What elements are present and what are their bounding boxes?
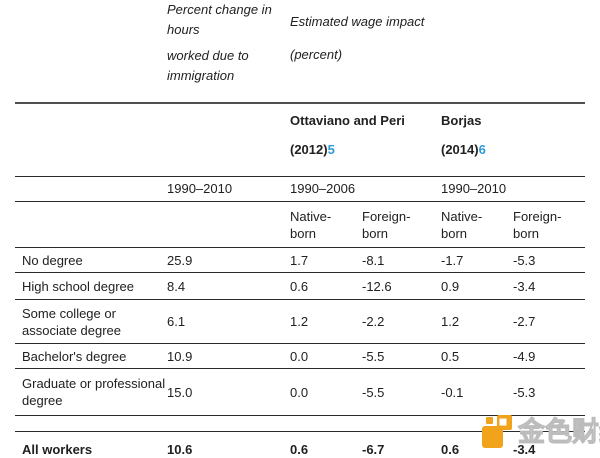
- op-native-value: 1.7: [290, 252, 309, 268]
- table-row-all-workers: All workers 10.6 0.6 -6.7 0.6 -3.4: [15, 431, 586, 458]
- op-foreign-value: -6.7: [362, 442, 385, 457]
- header-row-studies: Ottaviano and Peri (2012)5 Borjas (2014)…: [15, 103, 586, 177]
- op-native-header: Native- born: [290, 208, 332, 241]
- borjas-foreign-value: -3.4: [513, 442, 536, 457]
- borjas-foreign-value: -3.4: [513, 278, 536, 294]
- op-foreign-value: -5.5: [362, 384, 385, 400]
- jinse-logo-icon: [482, 415, 512, 448]
- study-year: (2012)5: [290, 142, 335, 157]
- row-label: Bachelor's degree: [22, 348, 127, 364]
- op-foreign-value: -8.1: [362, 252, 385, 268]
- borjas-native-value: 0.5: [441, 348, 460, 364]
- borjas-period: 1990–2010: [441, 181, 507, 196]
- hours-period: 1990–2010: [167, 181, 233, 196]
- op-period: 1990–2006: [290, 181, 356, 196]
- empty-cell: [15, 0, 160, 103]
- borjas-native-value: 1.2: [441, 314, 460, 329]
- hours-title-line2: worked due to immigration: [167, 48, 249, 83]
- op-native-value: 0.0: [290, 348, 309, 364]
- row-label: All workers: [22, 442, 93, 457]
- op-native-value: 0.6: [290, 278, 309, 294]
- table-row-no-degree: No degree 25.9 1.7 -8.1 -1.7 -5.3: [15, 247, 586, 273]
- op-foreign-value: -2.2: [362, 314, 385, 329]
- hours-column-title: Percent change in hours worked due to im…: [160, 0, 283, 103]
- wage-title-line1: Estimated wage impact: [290, 14, 425, 29]
- borjas-foreign-value: -2.7: [513, 314, 536, 329]
- borjas-native-header: Native- born: [441, 208, 483, 241]
- wage-title-line2: (percent): [290, 47, 343, 62]
- hours-value: 25.9: [167, 252, 193, 268]
- header-row-periods: 1990–2010 1990–2006 1990–2010: [15, 176, 586, 202]
- study-borjas: Borjas (2014)6: [434, 103, 585, 177]
- study-name: Borjas: [441, 113, 482, 128]
- borjas-foreign-header: Foreign- born: [513, 208, 562, 241]
- hours-value: 10.6: [167, 442, 193, 457]
- row-label: No degree: [22, 252, 83, 268]
- jinse-watermark: 金色财经: [481, 414, 600, 450]
- footnote-ref-6[interactable]: 6: [478, 142, 486, 157]
- hours-value: 8.4: [167, 278, 186, 294]
- empty-cell: [15, 202, 160, 248]
- wage-impact-column-title: Estimated wage impact (percent): [283, 0, 585, 103]
- hours-title-line1: Percent change in hours: [167, 2, 272, 37]
- table-row-graduate: Graduate or professional degree 15.0 0.0…: [15, 368, 586, 416]
- hours-value: 6.1: [167, 314, 186, 329]
- wage-impact-table: Percent change in hours worked due to im…: [15, 0, 586, 458]
- op-native-value: 0.0: [290, 384, 309, 400]
- borjas-native-value: 0.6: [441, 442, 460, 457]
- study-year: (2014)6: [441, 142, 486, 157]
- empty-cell: [15, 103, 160, 177]
- borjas-foreign-value: -5.3: [513, 384, 536, 400]
- op-native-value: 0.6: [290, 442, 309, 457]
- borjas-native-value: -0.1: [441, 384, 464, 400]
- hours-value: 10.9: [167, 348, 193, 364]
- borjas-native-value: -1.7: [441, 252, 464, 268]
- header-row-subcolumns: Native- born Foreign- born Native- born …: [15, 201, 586, 248]
- spacer-row: [15, 415, 586, 432]
- study-name: Ottaviano and Peri: [290, 113, 405, 128]
- empty-cell: [15, 177, 160, 202]
- empty-cell: [160, 202, 283, 248]
- row-label: Some college or associate degree: [22, 305, 122, 338]
- row-label: Graduate or professional degree: [22, 376, 166, 408]
- op-native-value: 1.2: [290, 314, 309, 329]
- op-foreign-value: -5.5: [362, 348, 385, 364]
- footnote-ref-5[interactable]: 5: [327, 142, 335, 157]
- op-foreign-header: Foreign- born: [362, 208, 411, 241]
- study-ottaviano-peri: Ottaviano and Peri (2012)5: [283, 103, 434, 177]
- empty-cell: [160, 103, 283, 177]
- borjas-foreign-value: -4.9: [513, 348, 536, 364]
- watermark-brand-text: 金色财经: [518, 417, 600, 448]
- hours-value: 15.0: [167, 384, 193, 400]
- borjas-native-value: 0.9: [441, 278, 460, 294]
- row-label: High school degree: [22, 278, 135, 294]
- table-row-bachelors: Bachelor's degree 10.9 0.0 -5.5 0.5 -4.9: [15, 343, 586, 369]
- header-row-titles: Percent change in hours worked due to im…: [15, 0, 585, 103]
- borjas-foreign-value: -5.3: [513, 252, 536, 268]
- table-row-some-college: Some college or associate degree 6.1 1.2…: [15, 299, 586, 344]
- table-row-high-school: High school degree 8.4 0.6 -12.6 0.9 -3.…: [15, 272, 586, 300]
- op-foreign-value: -12.6: [362, 278, 392, 294]
